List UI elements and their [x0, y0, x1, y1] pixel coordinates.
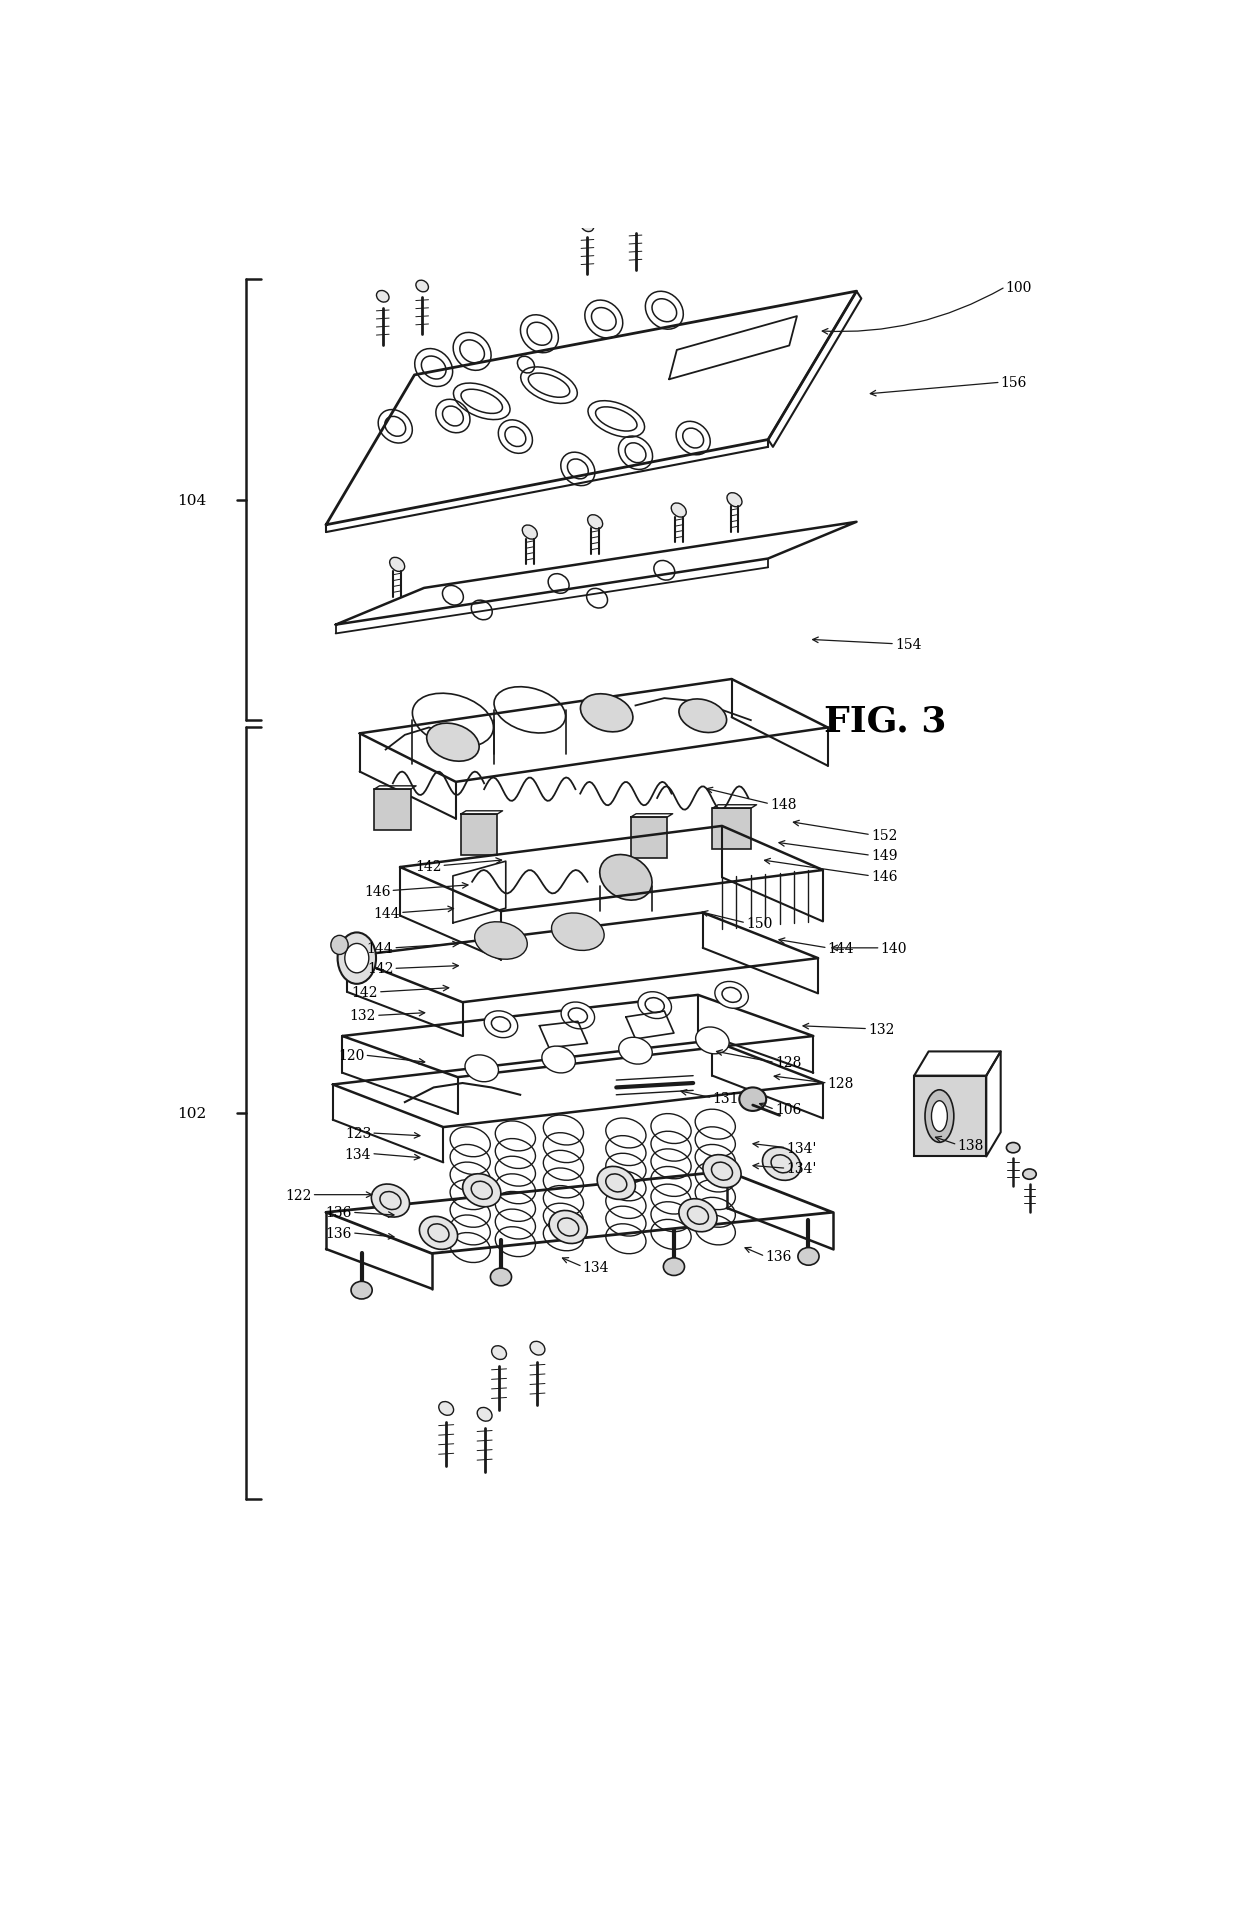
Ellipse shape [1007, 1142, 1019, 1154]
Bar [631, 818, 667, 858]
Text: 146: 146 [365, 885, 391, 898]
Text: 146: 146 [870, 870, 898, 883]
Ellipse shape [797, 1247, 820, 1266]
Ellipse shape [663, 1259, 684, 1276]
Text: 152: 152 [870, 828, 898, 843]
Ellipse shape [377, 292, 389, 303]
Ellipse shape [588, 515, 603, 530]
Ellipse shape [371, 1184, 409, 1217]
Text: 142: 142 [415, 860, 441, 873]
Text: 144: 144 [367, 942, 393, 955]
Text: 102: 102 [176, 1106, 206, 1121]
Ellipse shape [637, 992, 672, 1018]
Text: 134: 134 [345, 1146, 371, 1161]
Ellipse shape [542, 1047, 575, 1074]
Bar [374, 789, 410, 831]
Text: 132: 132 [868, 1022, 894, 1036]
Ellipse shape [331, 936, 348, 955]
Ellipse shape [465, 1055, 498, 1081]
Ellipse shape [763, 1148, 801, 1180]
Bar [460, 814, 497, 856]
Text: 104: 104 [176, 494, 206, 507]
Ellipse shape [739, 1087, 766, 1112]
Ellipse shape [582, 221, 594, 233]
Ellipse shape [419, 1217, 458, 1249]
Ellipse shape [491, 1346, 506, 1360]
Ellipse shape [389, 559, 404, 572]
Ellipse shape [598, 1167, 635, 1200]
Text: 123: 123 [345, 1127, 371, 1140]
Ellipse shape [484, 1011, 518, 1037]
Text: 120: 120 [339, 1049, 365, 1062]
Ellipse shape [415, 280, 429, 292]
Ellipse shape [1023, 1169, 1037, 1180]
Text: 134': 134' [786, 1140, 817, 1156]
Text: FIG. 3: FIG. 3 [825, 704, 946, 738]
Text: 106: 106 [775, 1102, 801, 1118]
Text: 138: 138 [957, 1138, 983, 1152]
Text: 144: 144 [373, 906, 401, 919]
Ellipse shape [549, 1211, 588, 1243]
Ellipse shape [427, 725, 479, 761]
Ellipse shape [345, 944, 368, 973]
Ellipse shape [714, 982, 749, 1009]
Text: 136: 136 [765, 1249, 791, 1264]
Ellipse shape [600, 854, 652, 900]
Text: 150: 150 [746, 917, 773, 931]
Ellipse shape [680, 700, 727, 732]
Text: 136: 136 [326, 1226, 352, 1240]
Bar [712, 809, 751, 851]
Text: 132: 132 [350, 1009, 376, 1022]
Ellipse shape [522, 526, 537, 540]
Text: 134: 134 [583, 1261, 609, 1274]
Ellipse shape [552, 913, 604, 952]
Ellipse shape [490, 1268, 512, 1285]
Text: 142: 142 [367, 961, 393, 976]
Text: 128: 128 [775, 1056, 801, 1070]
Ellipse shape [351, 1282, 372, 1299]
Ellipse shape [475, 923, 527, 959]
Ellipse shape [439, 1402, 454, 1415]
Text: 134': 134' [786, 1161, 817, 1175]
Text: 128: 128 [828, 1076, 854, 1091]
Text: 142: 142 [351, 986, 378, 999]
Text: 149: 149 [870, 849, 898, 862]
Text: 136: 136 [326, 1205, 352, 1220]
Ellipse shape [580, 694, 632, 732]
Text: 131: 131 [712, 1091, 739, 1106]
Ellipse shape [337, 933, 376, 984]
Text: 122: 122 [285, 1188, 311, 1201]
Ellipse shape [925, 1091, 954, 1142]
Ellipse shape [696, 1028, 729, 1055]
Ellipse shape [671, 503, 686, 519]
Ellipse shape [678, 1200, 717, 1232]
Ellipse shape [629, 215, 642, 229]
Text: 140: 140 [880, 942, 906, 955]
Text: 100: 100 [1006, 280, 1032, 294]
Ellipse shape [560, 1003, 595, 1030]
Text: 156: 156 [1001, 376, 1027, 391]
Ellipse shape [477, 1407, 492, 1421]
Ellipse shape [529, 1343, 544, 1356]
Text: 148: 148 [770, 797, 796, 812]
Ellipse shape [463, 1175, 501, 1207]
Ellipse shape [703, 1156, 742, 1188]
Ellipse shape [931, 1100, 947, 1133]
Ellipse shape [727, 494, 742, 507]
Text: 144: 144 [828, 942, 854, 955]
Bar [914, 1076, 986, 1158]
Text: 154: 154 [895, 637, 921, 652]
Ellipse shape [619, 1037, 652, 1064]
